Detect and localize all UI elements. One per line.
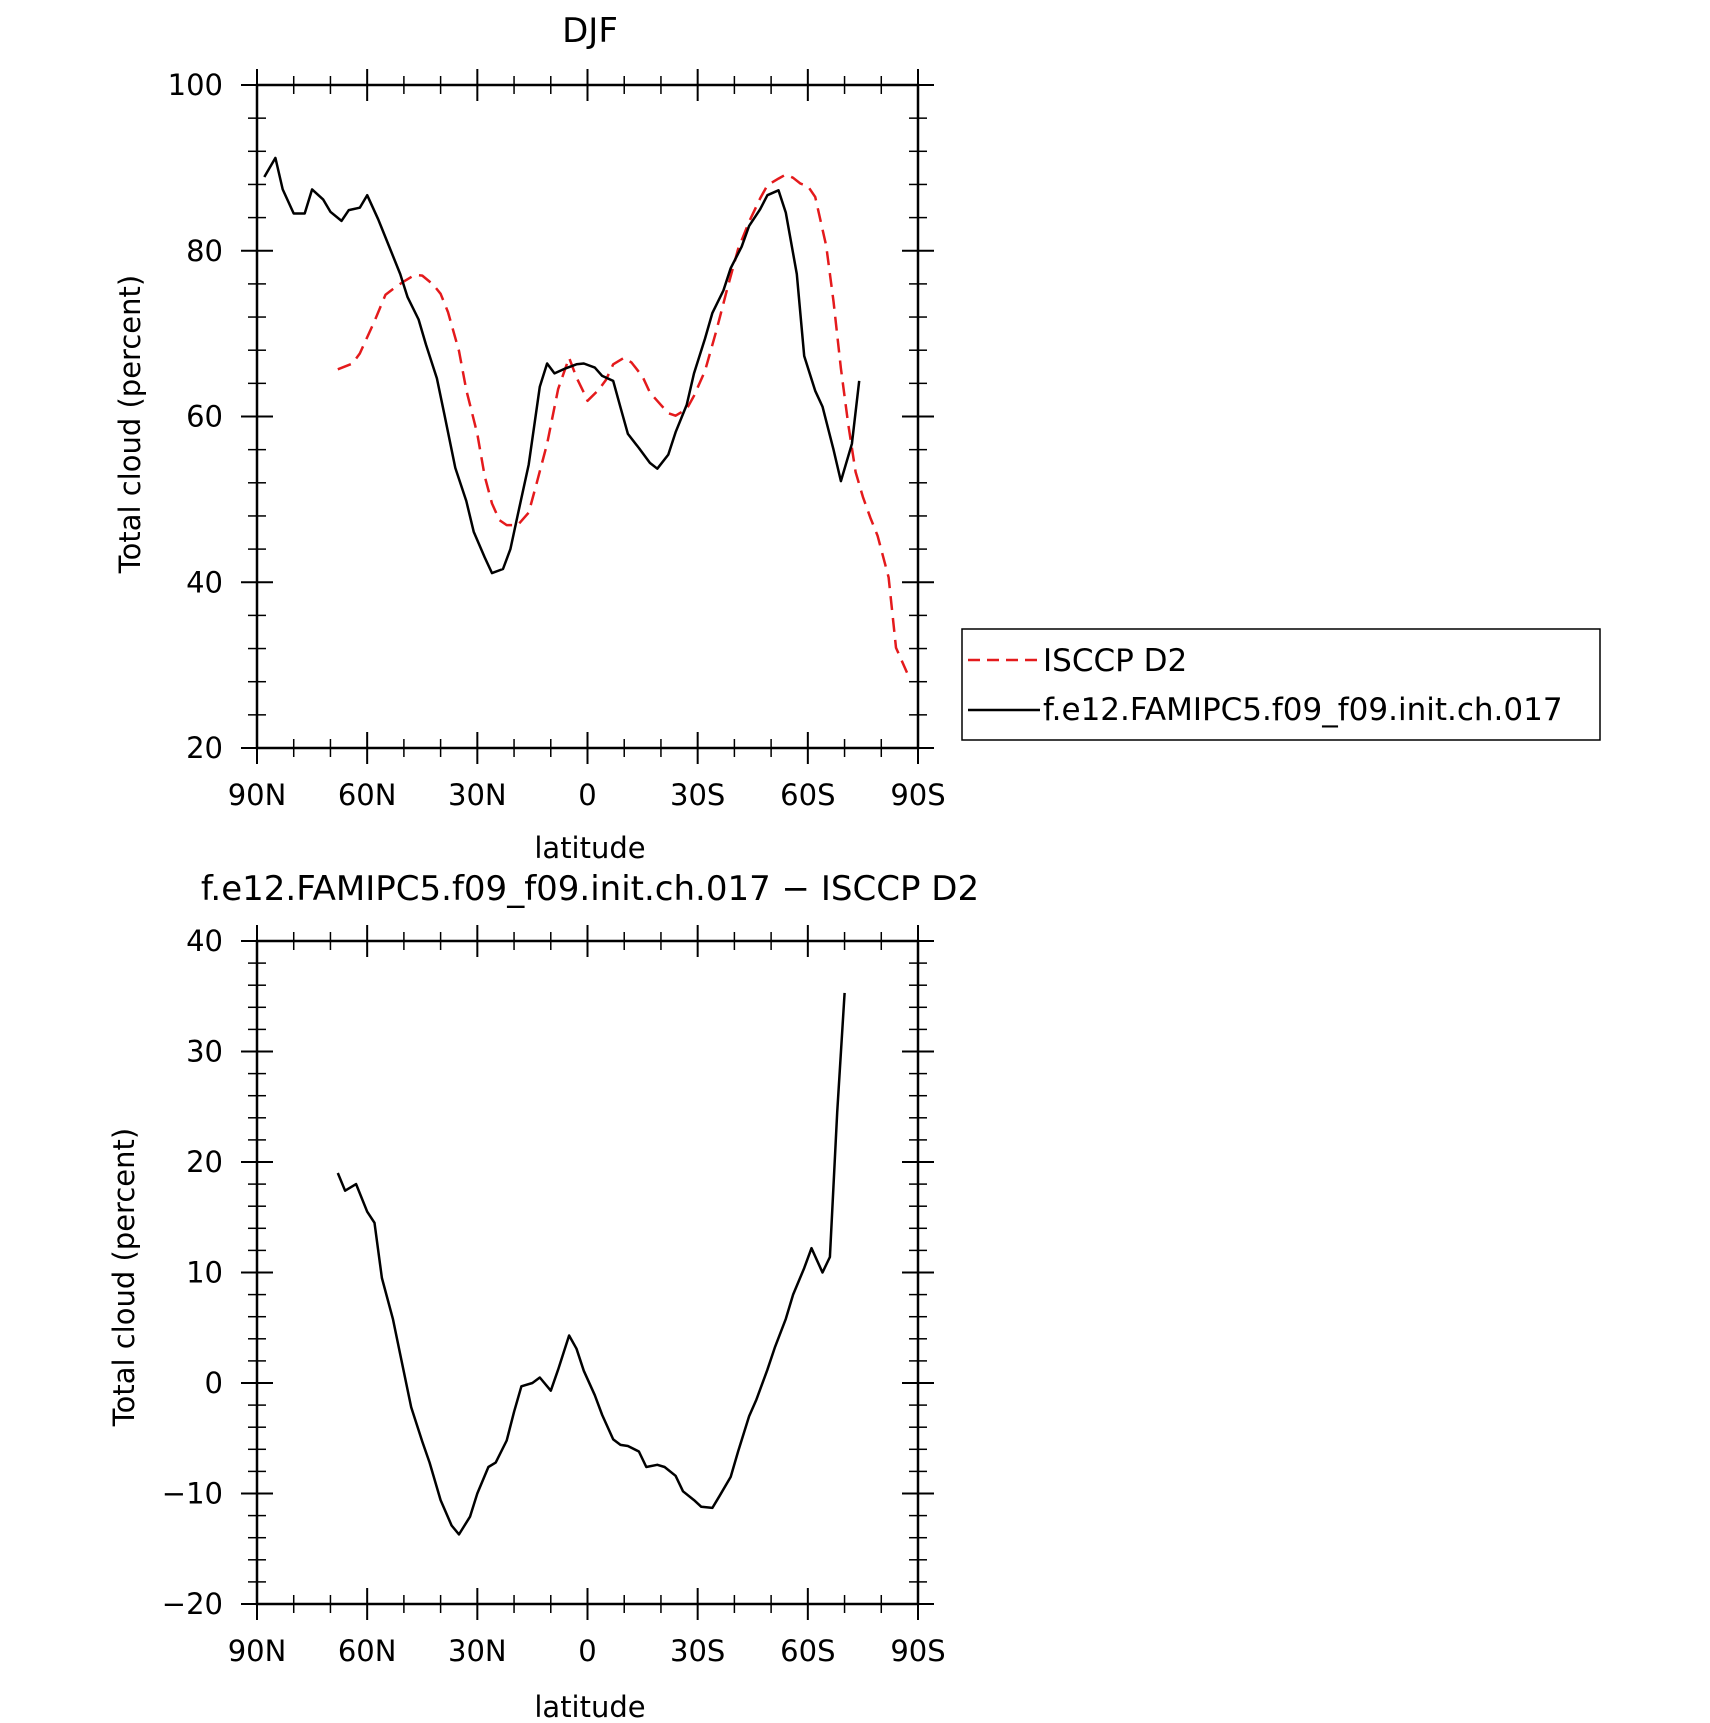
panel-1-xtick-label: 30N [448,778,507,812]
panel-1-ytick-label: 60 [186,400,223,434]
panel-2-axes: 90N 60N 30N 0 30S 60S 90S −20 −10 0 10 20 30 40 [162,924,946,1668]
panel-1-xtick-label: 60N [338,778,397,812]
legend-label-isccp: ISCCP D2 [1043,643,1187,679]
panel-2-ytick-label: 40 [186,924,223,958]
panel-2-ytick-label: −10 [162,1477,223,1511]
panel-1-series-line-0 [337,173,909,674]
panel-1-axes: 90N 60N 30N 0 30S 60S 90S 20 40 60 80 100 [168,68,946,812]
panel-djf: DJF latitude Total cloud (percent) 90N 60… [113,11,946,865]
panel-2-ytick-label: −20 [162,1587,223,1621]
legend: ISCCP D2 f.e12.FAMIPC5.f09_f09.init.ch.0… [961,628,1601,741]
panel-2-title: f.e12.FAMIPC5.f09_f09.init.ch.017 − ISCC… [201,869,979,909]
panel-2-xtick-label: 90S [890,1634,945,1668]
panel-1-ytick-label: 40 [186,565,223,599]
panel-1-xtick-label: 90N [228,778,287,812]
panel-2-xtick-label: 60S [780,1634,835,1668]
panel-2-ytick-label: 10 [186,1256,223,1290]
panel-difference: f.e12.FAMIPC5.f09_f09.init.ch.017 − ISCC… [107,869,979,1723]
panel-1-xtick-label: 60S [780,778,835,812]
panel-2-xtick-label: 30S [670,1634,725,1668]
legend-box [961,628,1601,741]
panel-2-xtick-label: 60N [338,1634,397,1668]
panel-2-ytick-label: 0 [205,1366,223,1400]
panel-2-series [336,992,846,1536]
panel-1-xlabel: latitude [534,831,645,865]
panel-2-xtick-label: 30N [448,1634,507,1668]
panel-2-ytick-label: 30 [186,1035,223,1069]
panel-2-ytick-label: 20 [186,1145,223,1179]
panel-1-title: DJF [562,11,618,51]
panel-2-xtick-label: 0 [578,1634,596,1668]
panel-1-xtick-label: 30S [670,778,725,812]
panel-1-xtick-label: 90S [890,778,945,812]
panel-1-series-line-1 [263,156,861,575]
panel-1-ylabel: Total cloud (percent) [113,275,147,574]
panel-1-ytick-label: 100 [168,68,223,102]
panel-1-ytick-label: 80 [186,234,223,268]
panel-2-series-line-0 [336,992,846,1536]
panel-1-ytick-label: 20 [186,731,223,765]
panel-2-xtick-label: 90N [228,1634,287,1668]
panel-1-series [263,156,909,674]
legend-label-model: f.e12.FAMIPC5.f09_f09.init.ch.017 [1043,692,1563,728]
panel-2-xlabel: latitude [534,1690,645,1723]
panel-2-ylabel: Total cloud (percent) [107,1128,141,1427]
panel-1-xtick-label: 0 [578,778,596,812]
